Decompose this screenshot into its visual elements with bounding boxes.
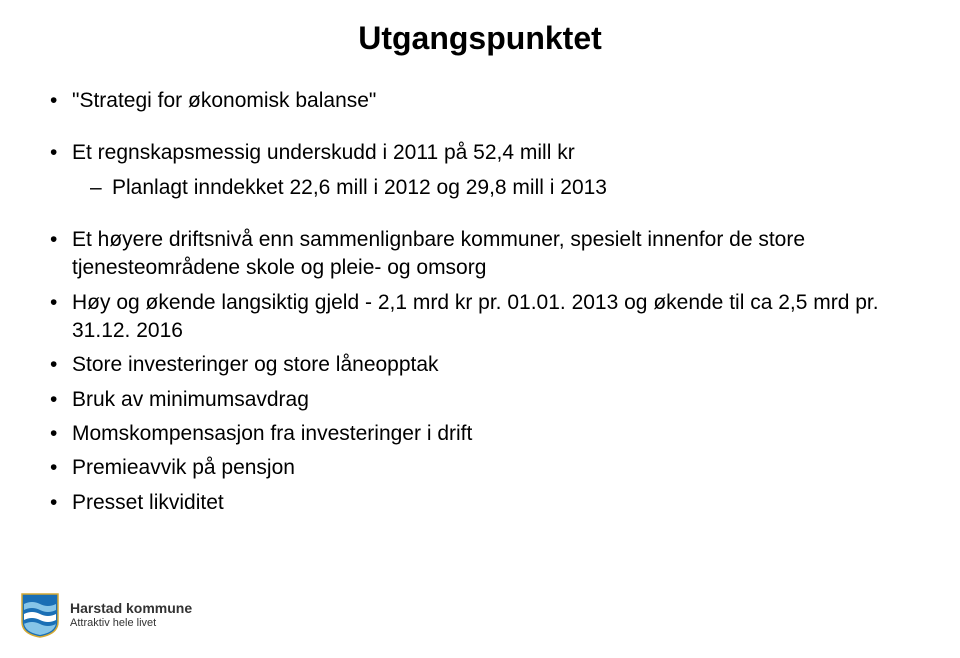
- spacer: [50, 121, 910, 139]
- bullet-subitem: Planlagt inndekket 22,6 mill i 2012 og 2…: [90, 174, 910, 202]
- slide-container: Utgangspunktet "Strategi for økonomisk b…: [0, 0, 960, 658]
- bullet-item: Et høyere driftsnivå enn sammenlignbare …: [50, 226, 910, 283]
- bullet-item: "Strategi for økonomisk balanse": [50, 87, 910, 115]
- bullet-item: Et regnskapsmessig underskudd i 2011 på …: [50, 139, 910, 167]
- footer-org-name: Harstad kommune: [70, 601, 192, 616]
- bullet-item: Premieavvik på pensjon: [50, 454, 910, 482]
- slide-content: "Strategi for økonomisk balanse" Et regn…: [50, 87, 910, 517]
- bullet-item: Momskompensasjon fra investeringer i dri…: [50, 420, 910, 448]
- spacer: [50, 208, 910, 226]
- bullet-item: Bruk av minimumsavdrag: [50, 386, 910, 414]
- footer: Harstad kommune Attraktiv hele livet: [20, 592, 192, 638]
- footer-text: Harstad kommune Attraktiv hele livet: [70, 601, 192, 628]
- crest-icon: [20, 592, 60, 638]
- bullet-item: Høy og økende langsiktig gjeld - 2,1 mrd…: [50, 289, 910, 346]
- bullet-item: Store investeringer og store låneopptak: [50, 351, 910, 379]
- bullet-item: Presset likviditet: [50, 489, 910, 517]
- slide-title: Utgangspunktet: [50, 20, 910, 57]
- footer-tagline: Attraktiv hele livet: [70, 617, 192, 629]
